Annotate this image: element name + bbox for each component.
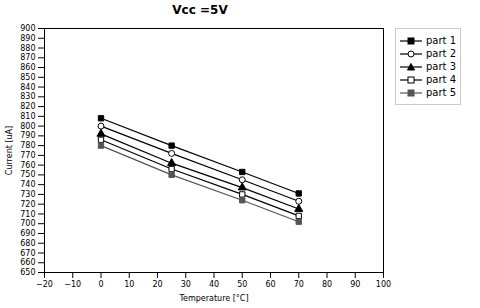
svg-text:740: 740 — [20, 180, 35, 189]
svg-text:800: 800 — [20, 122, 35, 131]
svg-text:720: 720 — [20, 200, 35, 209]
svg-text:670: 670 — [20, 249, 35, 258]
svg-text:Temperature [°C]: Temperature [°C] — [178, 294, 248, 303]
svg-text:650: 650 — [20, 268, 35, 277]
svg-text:−20: −20 — [36, 280, 53, 289]
svg-text:770: 770 — [20, 151, 35, 160]
svg-text:870: 870 — [20, 53, 35, 62]
svg-text:820: 820 — [20, 102, 35, 111]
svg-text:810: 810 — [20, 112, 35, 121]
svg-text:Current [uA]: Current [uA] — [5, 126, 14, 175]
svg-text:40: 40 — [209, 280, 219, 289]
svg-text:690: 690 — [20, 229, 35, 238]
html-text:part 3: part 3 — [426, 61, 457, 72]
svg-text:880: 880 — [20, 44, 35, 53]
svg-text:70: 70 — [294, 280, 304, 289]
html-text:Vcc =5V: Vcc =5V — [172, 3, 228, 17]
svg-text:830: 830 — [20, 92, 35, 101]
svg-text:780: 780 — [20, 141, 35, 150]
html-text:part 4: part 4 — [426, 74, 457, 85]
svg-text:90: 90 — [350, 280, 360, 289]
svg-text:60: 60 — [265, 280, 275, 289]
svg-text:100: 100 — [376, 280, 391, 289]
svg-text:0: 0 — [98, 280, 103, 289]
svg-text:80: 80 — [322, 280, 332, 289]
svg-text:850: 850 — [20, 73, 35, 82]
svg-text:30: 30 — [181, 280, 191, 289]
html-text:part 5: part 5 — [426, 87, 457, 98]
svg-text:750: 750 — [20, 170, 35, 179]
svg-text:760: 760 — [20, 161, 35, 170]
svg-text:710: 710 — [20, 210, 35, 219]
svg-text:680: 680 — [20, 239, 35, 248]
svg-text:660: 660 — [20, 258, 35, 267]
html-text:part 2: part 2 — [426, 48, 457, 59]
svg-text:790: 790 — [20, 131, 35, 140]
svg-text:730: 730 — [20, 190, 35, 199]
svg-text:860: 860 — [20, 63, 35, 72]
svg-text:20: 20 — [152, 280, 162, 289]
html-text:part 1: part 1 — [426, 35, 457, 46]
svg-text:10: 10 — [124, 280, 134, 289]
svg-text:50: 50 — [237, 280, 247, 289]
svg-text:840: 840 — [20, 83, 35, 92]
svg-text:700: 700 — [20, 219, 35, 228]
svg-text:−10: −10 — [64, 280, 81, 289]
svg-text:900: 900 — [20, 24, 35, 33]
svg-text:890: 890 — [20, 34, 35, 43]
